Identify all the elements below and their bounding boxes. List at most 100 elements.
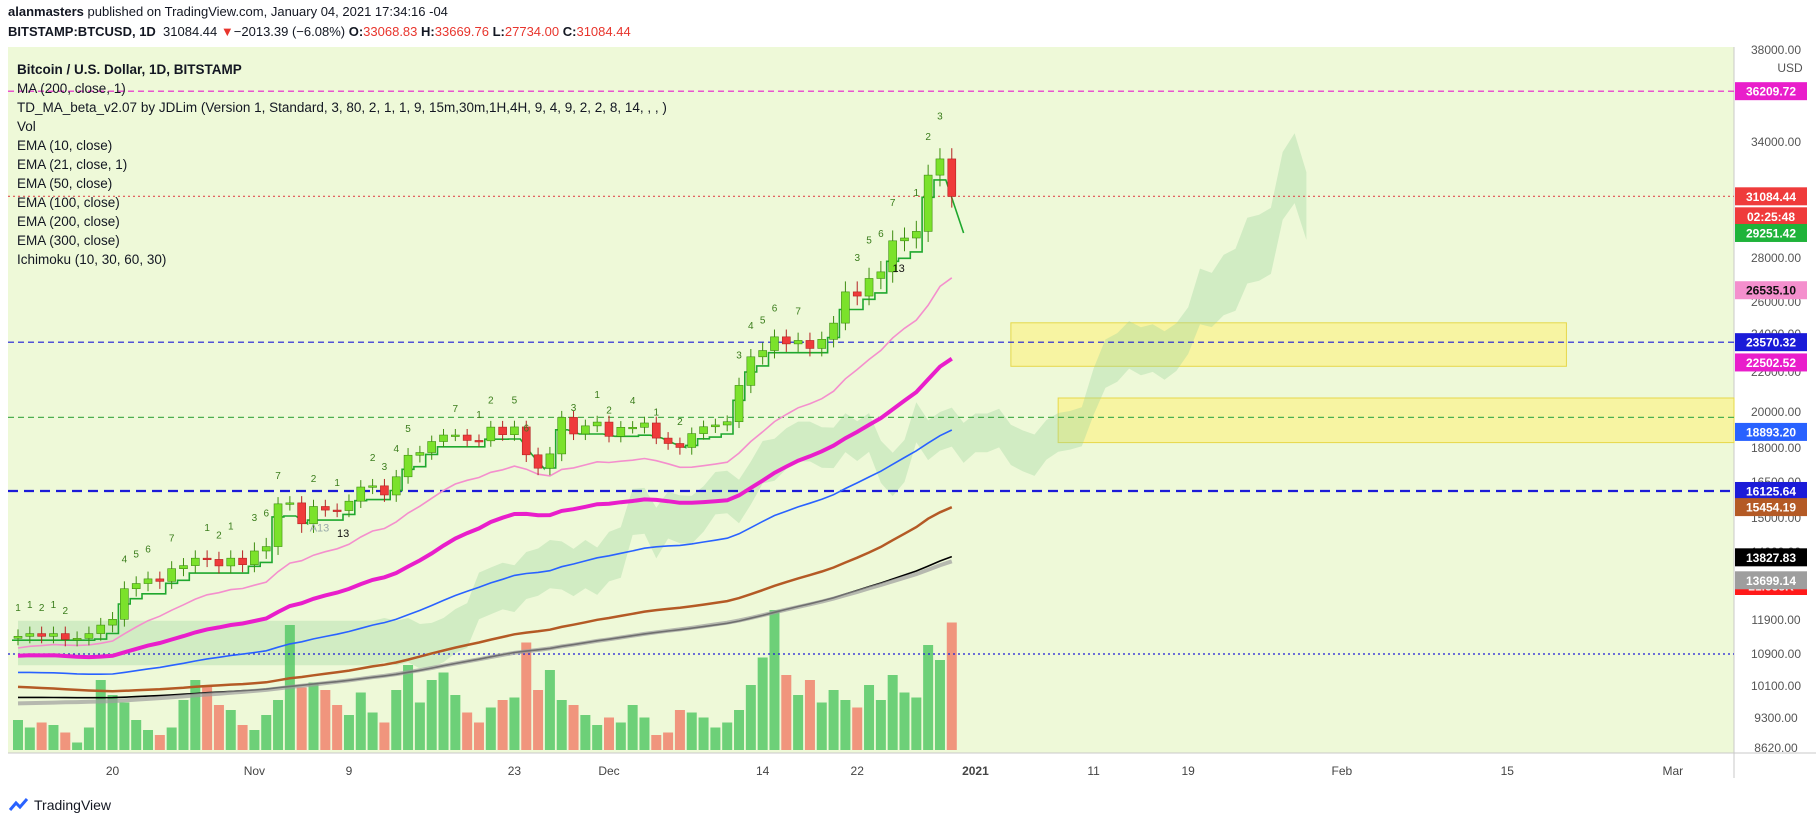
candle-body[interactable] <box>84 633 94 639</box>
candle-body[interactable] <box>793 340 803 345</box>
candle-body[interactable] <box>120 588 129 620</box>
candle-body[interactable] <box>722 421 732 426</box>
candle-body[interactable] <box>628 426 637 430</box>
candle-body[interactable] <box>864 278 874 297</box>
candle-body[interactable] <box>37 633 46 637</box>
candle-body[interactable] <box>191 557 200 566</box>
candle-body[interactable] <box>60 633 70 640</box>
candle-body[interactable] <box>498 426 507 435</box>
candle-body[interactable] <box>900 237 909 242</box>
candle-body[interactable] <box>829 322 838 340</box>
candle-body[interactable] <box>368 485 377 488</box>
candle-body[interactable] <box>592 421 602 427</box>
candle-body[interactable] <box>533 454 543 469</box>
candle-body[interactable] <box>699 426 708 434</box>
legend-ema-10[interactable]: EMA (10, close) <box>17 138 113 153</box>
candle-body[interactable] <box>309 506 318 525</box>
candle-body[interactable] <box>179 565 188 569</box>
candle-body[interactable] <box>214 559 224 567</box>
candle-body[interactable] <box>451 434 460 437</box>
candle-body[interactable] <box>167 568 176 582</box>
candle-body[interactable] <box>297 502 306 525</box>
candle-body[interactable] <box>935 158 945 176</box>
candle-body[interactable] <box>96 624 106 634</box>
candle-body[interactable] <box>131 583 141 590</box>
candle-body[interactable] <box>427 441 437 453</box>
candle-body[interactable] <box>238 557 247 565</box>
candle-body[interactable] <box>273 503 283 547</box>
candle-body[interactable] <box>770 336 779 351</box>
candle-body[interactable] <box>462 434 472 441</box>
legend-ema-50[interactable]: EMA (50, close) <box>17 176 113 191</box>
candle-body[interactable] <box>439 434 448 442</box>
candle-body[interactable] <box>403 454 413 478</box>
candle-body[interactable] <box>687 433 697 448</box>
candle-body[interactable] <box>711 424 720 428</box>
candle-body[interactable] <box>923 174 933 232</box>
candle-body[interactable] <box>380 485 389 496</box>
candle-body[interactable] <box>108 619 117 626</box>
candle-body[interactable] <box>321 506 330 511</box>
ema-line[interactable] <box>18 429 953 676</box>
candle-body[interactable] <box>888 240 897 273</box>
tradingview-logo[interactable]: TradingView <box>8 797 111 813</box>
supply-demand-zone[interactable] <box>1057 397 1735 444</box>
ema-line[interactable] <box>17 506 953 693</box>
candle-body[interactable] <box>356 486 366 502</box>
candle-body[interactable] <box>581 425 590 435</box>
candle-body[interactable] <box>817 339 827 349</box>
candle-body[interactable] <box>226 557 236 567</box>
candle-body[interactable] <box>391 476 401 496</box>
candle-body[interactable] <box>486 426 496 442</box>
legend-td-ma[interactable]: TD_MA_beta_v2.07 by JDLim (Version 1, St… <box>17 100 667 115</box>
candle-body[interactable] <box>415 452 425 456</box>
candle-body[interactable] <box>521 426 531 456</box>
candle-body[interactable] <box>781 336 791 345</box>
ema-line[interactable] <box>17 559 953 706</box>
supply-demand-zone[interactable] <box>1010 322 1567 367</box>
legend-vol[interactable]: Vol <box>17 119 36 134</box>
candle-body[interactable] <box>13 636 23 639</box>
ema-line[interactable] <box>17 277 953 649</box>
legend-ema-300[interactable]: EMA (300, close) <box>17 233 120 248</box>
candle-body[interactable] <box>344 500 354 511</box>
legend-ema-21[interactable]: EMA (21, close, 1) <box>17 157 128 172</box>
candle-body[interactable] <box>332 509 342 512</box>
legend-ichimoku[interactable]: Ichimoku (10, 30, 60, 30) <box>17 252 167 267</box>
candle-body[interactable] <box>510 426 519 435</box>
legend-ma-200[interactable]: MA (200, close, 1) <box>17 81 126 96</box>
candle-body[interactable] <box>72 638 82 641</box>
candle-body[interactable] <box>604 421 614 437</box>
legend-ema-100[interactable]: EMA (100, close) <box>17 195 120 210</box>
candle-body[interactable] <box>675 443 685 448</box>
candle-body[interactable] <box>805 340 815 349</box>
candle-body[interactable] <box>285 502 295 505</box>
candle-body[interactable] <box>261 546 271 552</box>
candle-body[interactable] <box>250 550 259 565</box>
candle-body[interactable] <box>25 633 35 637</box>
candle-body[interactable] <box>876 271 886 279</box>
candle-body[interactable] <box>758 350 767 358</box>
candle-body[interactable] <box>841 291 850 324</box>
candle-body[interactable] <box>143 578 153 584</box>
ema-line[interactable] <box>17 357 953 660</box>
candle-body[interactable] <box>912 231 921 239</box>
candle-body[interactable] <box>663 437 673 444</box>
legend-main-series[interactable]: Bitcoin / U.S. Dollar, 1D, BITSTAMP <box>17 62 242 77</box>
candle-body[interactable] <box>616 426 626 437</box>
candle-body[interactable] <box>640 422 649 428</box>
candle-body[interactable] <box>947 158 957 197</box>
candle-body[interactable] <box>734 385 744 423</box>
candle-body[interactable] <box>569 417 578 435</box>
candle-body[interactable] <box>852 291 862 297</box>
legend-ema-200[interactable]: EMA (200, close) <box>17 214 120 229</box>
candle-body[interactable] <box>155 578 165 582</box>
candle-body[interactable] <box>49 633 58 637</box>
author-name[interactable]: alanmasters <box>8 4 84 19</box>
candle-body[interactable] <box>651 422 661 439</box>
candle-body[interactable] <box>746 356 756 386</box>
candle-body[interactable] <box>202 557 212 560</box>
candle-body[interactable] <box>545 453 555 469</box>
candle-body[interactable] <box>557 417 567 455</box>
